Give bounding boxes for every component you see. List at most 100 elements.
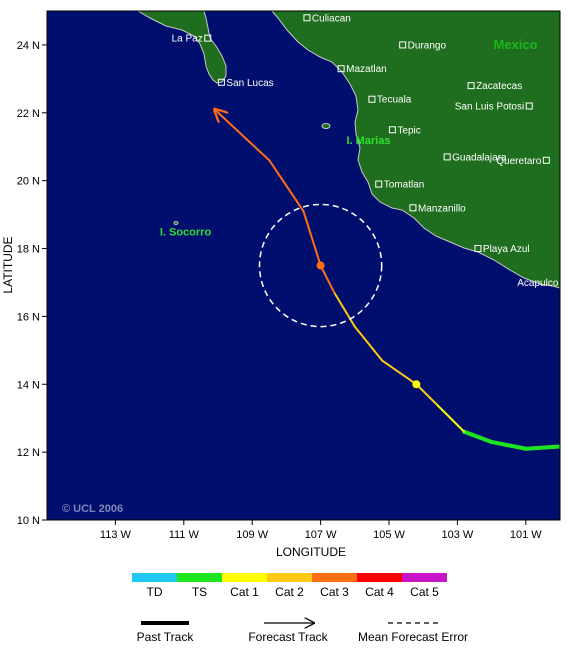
legend-track-types: Past Track Forecast Track Mean Forecast … <box>137 623 468 644</box>
city-square-icon <box>204 34 212 42</box>
lat-tick-label: 16 N <box>17 311 40 323</box>
city-square-icon <box>474 245 482 253</box>
lon-tick-label: 101 W <box>510 529 542 541</box>
city-square-icon <box>217 78 225 86</box>
track-segment <box>319 264 336 294</box>
track-segment <box>435 403 466 433</box>
map-layers: Culiacan La Paz Durango Mazatlan San Lucas Za… <box>62 11 560 515</box>
plot-frame <box>46 10 561 521</box>
forecast-track-label: Forecast Track <box>248 630 328 644</box>
city-marker: Queretaro <box>496 156 550 167</box>
city-square-icon <box>443 153 451 161</box>
track-segment <box>302 210 322 267</box>
latitude-ticks: 24 N 22 N 20 N 18 N 16 N 14 N 12 N 10 N <box>17 40 47 527</box>
storm-position-dot <box>316 261 325 270</box>
category-swatch <box>402 573 447 582</box>
isla-socorro <box>173 221 179 225</box>
city-label: Playa Azul <box>483 244 530 255</box>
city-square-icon <box>542 156 550 164</box>
track-segment <box>268 159 305 213</box>
city-label: Zacatecas <box>476 81 522 92</box>
city-marker: Playa Azul <box>474 244 530 255</box>
islas-marias <box>321 123 331 129</box>
city-label: La Paz <box>172 34 203 45</box>
storm-position-dot <box>412 380 421 389</box>
category-label: Cat 4 <box>365 585 394 599</box>
category-swatch <box>357 573 402 582</box>
track-segment <box>353 325 384 362</box>
lat-tick-label: 18 N <box>17 244 40 256</box>
city-label: Acapulco <box>517 278 559 289</box>
category-swatch <box>312 573 357 582</box>
city-marker: Mazatlan <box>337 64 387 75</box>
category-label: Cat 1 <box>230 585 259 599</box>
city-marker: Tepic <box>388 125 421 136</box>
city-marker: Manzanillo <box>409 203 466 214</box>
lat-tick-label: 14 N <box>17 379 40 391</box>
city-label: Durango <box>408 40 447 51</box>
city-marker: Tecuala <box>368 95 412 106</box>
lat-tick-label: 12 N <box>17 447 40 459</box>
track-segment <box>333 291 356 328</box>
category-swatch <box>267 573 312 582</box>
category-label: TS <box>192 585 207 599</box>
island-label-layer: I. Marias I. Socorro <box>160 135 391 239</box>
lat-tick-label: 24 N <box>17 40 40 52</box>
category-label: Cat 5 <box>410 585 439 599</box>
island-label: I. Marias <box>346 135 390 147</box>
country-label: Mexico <box>494 37 538 52</box>
lon-tick-label: 103 W <box>442 529 474 541</box>
city-label: Tomatlan <box>384 180 425 191</box>
lon-tick-label: 113 W <box>100 529 132 541</box>
city-label: Manzanillo <box>418 203 466 214</box>
city-marker: La Paz <box>172 34 212 45</box>
city-marker: San Lucas <box>217 78 274 89</box>
city-square-icon <box>467 82 475 90</box>
city-marker: San Luis Potosi <box>455 102 533 113</box>
lat-tick-label: 10 N <box>17 515 40 527</box>
city-marker: Durango <box>399 40 447 51</box>
city-square-icon <box>399 41 407 49</box>
category-swatch <box>222 573 267 582</box>
baja-california <box>137 11 227 84</box>
storm-position-markers <box>316 261 421 389</box>
city-label: Culiacan <box>312 13 351 24</box>
city-marker: Acapulco <box>517 278 560 289</box>
mean-error-label: Mean Forecast Error <box>358 630 468 644</box>
city-label: Mazatlan <box>346 64 387 75</box>
city-marker: Culiacan <box>303 13 351 24</box>
island-label: I. Socorro <box>160 227 212 239</box>
copyright-notice: © UCL 2006 <box>62 503 123 515</box>
city-square-icon <box>368 95 376 103</box>
lon-tick-label: 111 W <box>169 529 200 541</box>
city-square-icon <box>375 180 383 188</box>
city-label: Guadalajara <box>452 152 507 163</box>
storm-track <box>215 109 560 451</box>
longitude-ticks: 113 W 111 W 109 W 107 W 105 W 103 W 101 W <box>100 520 542 541</box>
city-marker: Tomatlan <box>375 180 425 191</box>
city-square-icon <box>525 102 533 110</box>
city-marker: Zacatecas <box>467 81 522 92</box>
mexico-mainland <box>271 11 560 289</box>
category-legend: TD TS Cat 1 Cat 2 Cat 3 Cat 4 Cat 5 <box>132 573 447 599</box>
lat-tick-label: 20 N <box>17 176 40 188</box>
y-axis-title: LATITUDE <box>1 236 15 293</box>
lat-tick-label: 22 N <box>17 108 40 120</box>
city-label: Queretaro <box>496 156 541 167</box>
track-segment <box>462 429 494 444</box>
city-square-icon <box>409 204 417 212</box>
city-label: San Lucas <box>226 78 273 89</box>
category-label: Cat 2 <box>275 585 304 599</box>
track-segment <box>381 359 418 386</box>
category-label: Cat 3 <box>320 585 349 599</box>
category-label: TD <box>147 585 163 599</box>
city-layer: Culiacan La Paz Durango Mazatlan San Lucas Za… <box>172 13 560 289</box>
category-swatch <box>132 573 177 582</box>
mean-forecast-error-circle <box>258 203 383 328</box>
track-segment <box>215 109 271 162</box>
city-square-icon <box>303 14 311 22</box>
track-segment <box>489 439 528 451</box>
category-swatch <box>177 573 222 582</box>
city-marker: Guadalajara <box>443 152 507 163</box>
city-label: San Luis Potosi <box>455 102 525 113</box>
